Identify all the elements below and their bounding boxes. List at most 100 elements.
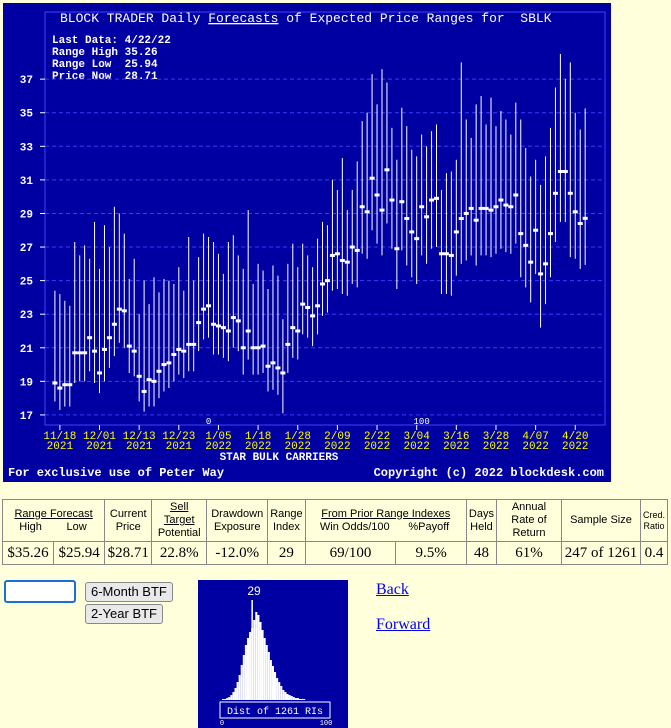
price-dot [245,329,251,333]
price-dot [151,379,157,383]
price-dot [255,346,261,350]
price-dot [344,260,350,264]
data-cell: 61% [495,541,562,565]
sub-header: Win Odds/100 [319,520,390,533]
price-dot [181,349,187,353]
x-tick-label: 2/09 [324,431,350,443]
info-line: Price Now 28.71 [52,71,158,83]
price-dot [503,203,509,207]
price-dot [468,206,474,210]
hist-bar [261,630,264,700]
header-link[interactable]: Range Forecast [14,507,93,520]
hist-bar [280,686,283,700]
price-dot [230,316,236,320]
stats-table: Range Forecast High Low Current Price Sell… [1,499,669,565]
x-tick-year: 2022 [483,441,509,453]
price-dot [538,272,544,276]
hist-bar [290,696,293,700]
price-dot [404,217,410,220]
hist-bar [224,699,227,700]
price-dot [547,232,553,236]
ri-marker: 100 [414,417,430,427]
data-cell: $28.71 [104,541,153,565]
x-tick-label: 11/18 [43,431,76,443]
hist-bar [301,699,304,700]
price-dot [329,253,335,257]
sub-header: %Payoff [408,520,450,533]
x-tick-year: 2021 [47,441,74,453]
price-dot [399,200,405,204]
price-dot [136,374,142,378]
x-tick-label: 2/22 [364,431,390,443]
data-row: $35.26 $25.94 $28.71 22.8% -12.0% 29 69/100 9.5… [1,541,669,565]
price-dot [434,196,440,200]
price-dot [528,260,534,264]
price-dot [369,176,375,180]
hist-bar [222,699,225,700]
x-tick-year: 2021 [86,441,113,453]
price-dot [310,314,316,318]
price-dot [121,309,127,313]
header-link[interactable]: Sell Target [163,501,195,526]
x-tick-label: 4/07 [522,431,548,443]
x-tick-year: 2022 [443,441,469,453]
data-cell: -12.0% [206,541,269,565]
x-tick-label: 4/20 [562,431,588,443]
price-dot [448,253,454,257]
price-dot [131,349,137,353]
price-dot [409,230,415,234]
ticker-input[interactable] [4,580,76,603]
x-tick-label: 3/28 [483,431,509,443]
price-dot [161,363,167,367]
hist-bar [238,675,241,700]
header-cell: Drawdown Exposure [206,499,269,542]
x-tick-year: 2022 [403,441,429,453]
header-cell: Cred. Ratio [639,499,669,542]
hist-bar [271,666,274,700]
x-tick-year: 2022 [285,441,311,453]
price-dot [414,237,420,241]
ri-marker: 0 [206,417,211,427]
price-dot [196,321,202,325]
x-tick-year: 2021 [166,441,193,453]
forward-link[interactable]: Forward [376,616,431,633]
price-dot [533,228,539,232]
y-tick-label: 29 [20,209,33,221]
hist-bar [292,697,295,700]
price-dot [384,168,390,172]
hist-bar [232,692,235,700]
title-link[interactable]: Forecasts [208,11,278,26]
y-tick-label: 17 [20,411,33,423]
price-dot [191,342,197,346]
x-tick-label: 3/04 [403,431,430,443]
hist-bar [298,699,302,700]
chart: BLOCK TRADER Daily Forecasts of Expected… [3,3,611,482]
price-dot [324,279,330,283]
price-dot [72,351,78,355]
y-tick-label: 37 [20,75,33,87]
x-tick-label: 1/28 [285,431,311,443]
price-dot [582,216,588,220]
price-dot [290,326,296,330]
y-tick-label: 23 [20,310,34,322]
price-dot [77,351,83,355]
hist-bar [267,652,270,700]
button[interactable]: 2-Year BTF [85,604,163,624]
price-dot [97,371,103,375]
back-link[interactable]: Back [376,581,409,598]
price-dot [240,346,246,350]
hist-bg [198,580,348,728]
price-dot [394,247,400,251]
price-dot [82,351,88,355]
header-link[interactable]: From Prior Range Indexes [321,507,451,520]
price-dot [87,336,93,340]
x-tick-label: 12/13 [123,431,156,443]
header-cell: From Prior Range Indexes Win Odds/100 %Pay… [304,499,467,542]
header-cell: Current Price [104,499,153,542]
price-dot [438,252,444,256]
price-dot [92,349,98,353]
price-dot [453,230,459,234]
button[interactable]: 6-Month BTF [85,582,173,602]
